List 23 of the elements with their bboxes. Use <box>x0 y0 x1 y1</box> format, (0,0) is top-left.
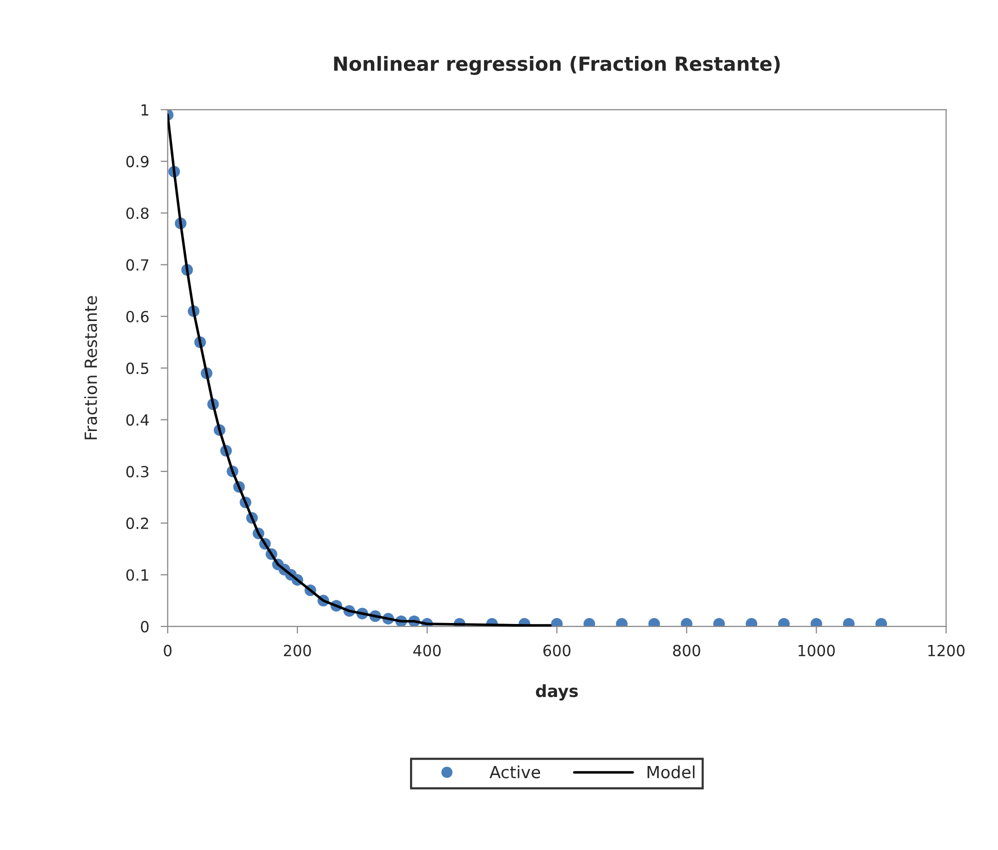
x-tick-label: 600 <box>543 644 570 656</box>
y-tick-label: 1 <box>142 104 148 116</box>
y-tick-label: 0.7 <box>126 259 148 271</box>
y-axis-title: Fraction Restante <box>84 296 98 440</box>
y-tick-label: 0.1 <box>126 569 148 581</box>
x-axis-title: days <box>536 684 578 701</box>
legend-label: Active <box>490 765 540 778</box>
x-tick-label: 0 <box>164 644 172 656</box>
legend-label: Model <box>648 765 694 778</box>
x-tick-label: 1200 <box>928 644 965 656</box>
chart-title: Nonlinear regression (Fraction Restante) <box>334 56 780 75</box>
y-tick-label: 0.8 <box>126 207 149 220</box>
x-tick-label: 1000 <box>798 644 835 656</box>
y-tick-label: 0.2 <box>126 518 148 530</box>
y-tick-label: 0 <box>140 620 149 632</box>
x-tick-label: 200 <box>284 644 311 656</box>
y-tick-label: 0.9 <box>126 156 149 168</box>
y-tick-label: 0.4 <box>126 414 149 426</box>
x-tick-label: 400 <box>413 644 441 656</box>
y-tick-label: 0.3 <box>126 466 148 478</box>
y-tick-label: 0.6 <box>126 310 149 322</box>
x-tick-label: 800 <box>673 644 700 656</box>
y-tick-label: 0.5 <box>126 362 148 374</box>
